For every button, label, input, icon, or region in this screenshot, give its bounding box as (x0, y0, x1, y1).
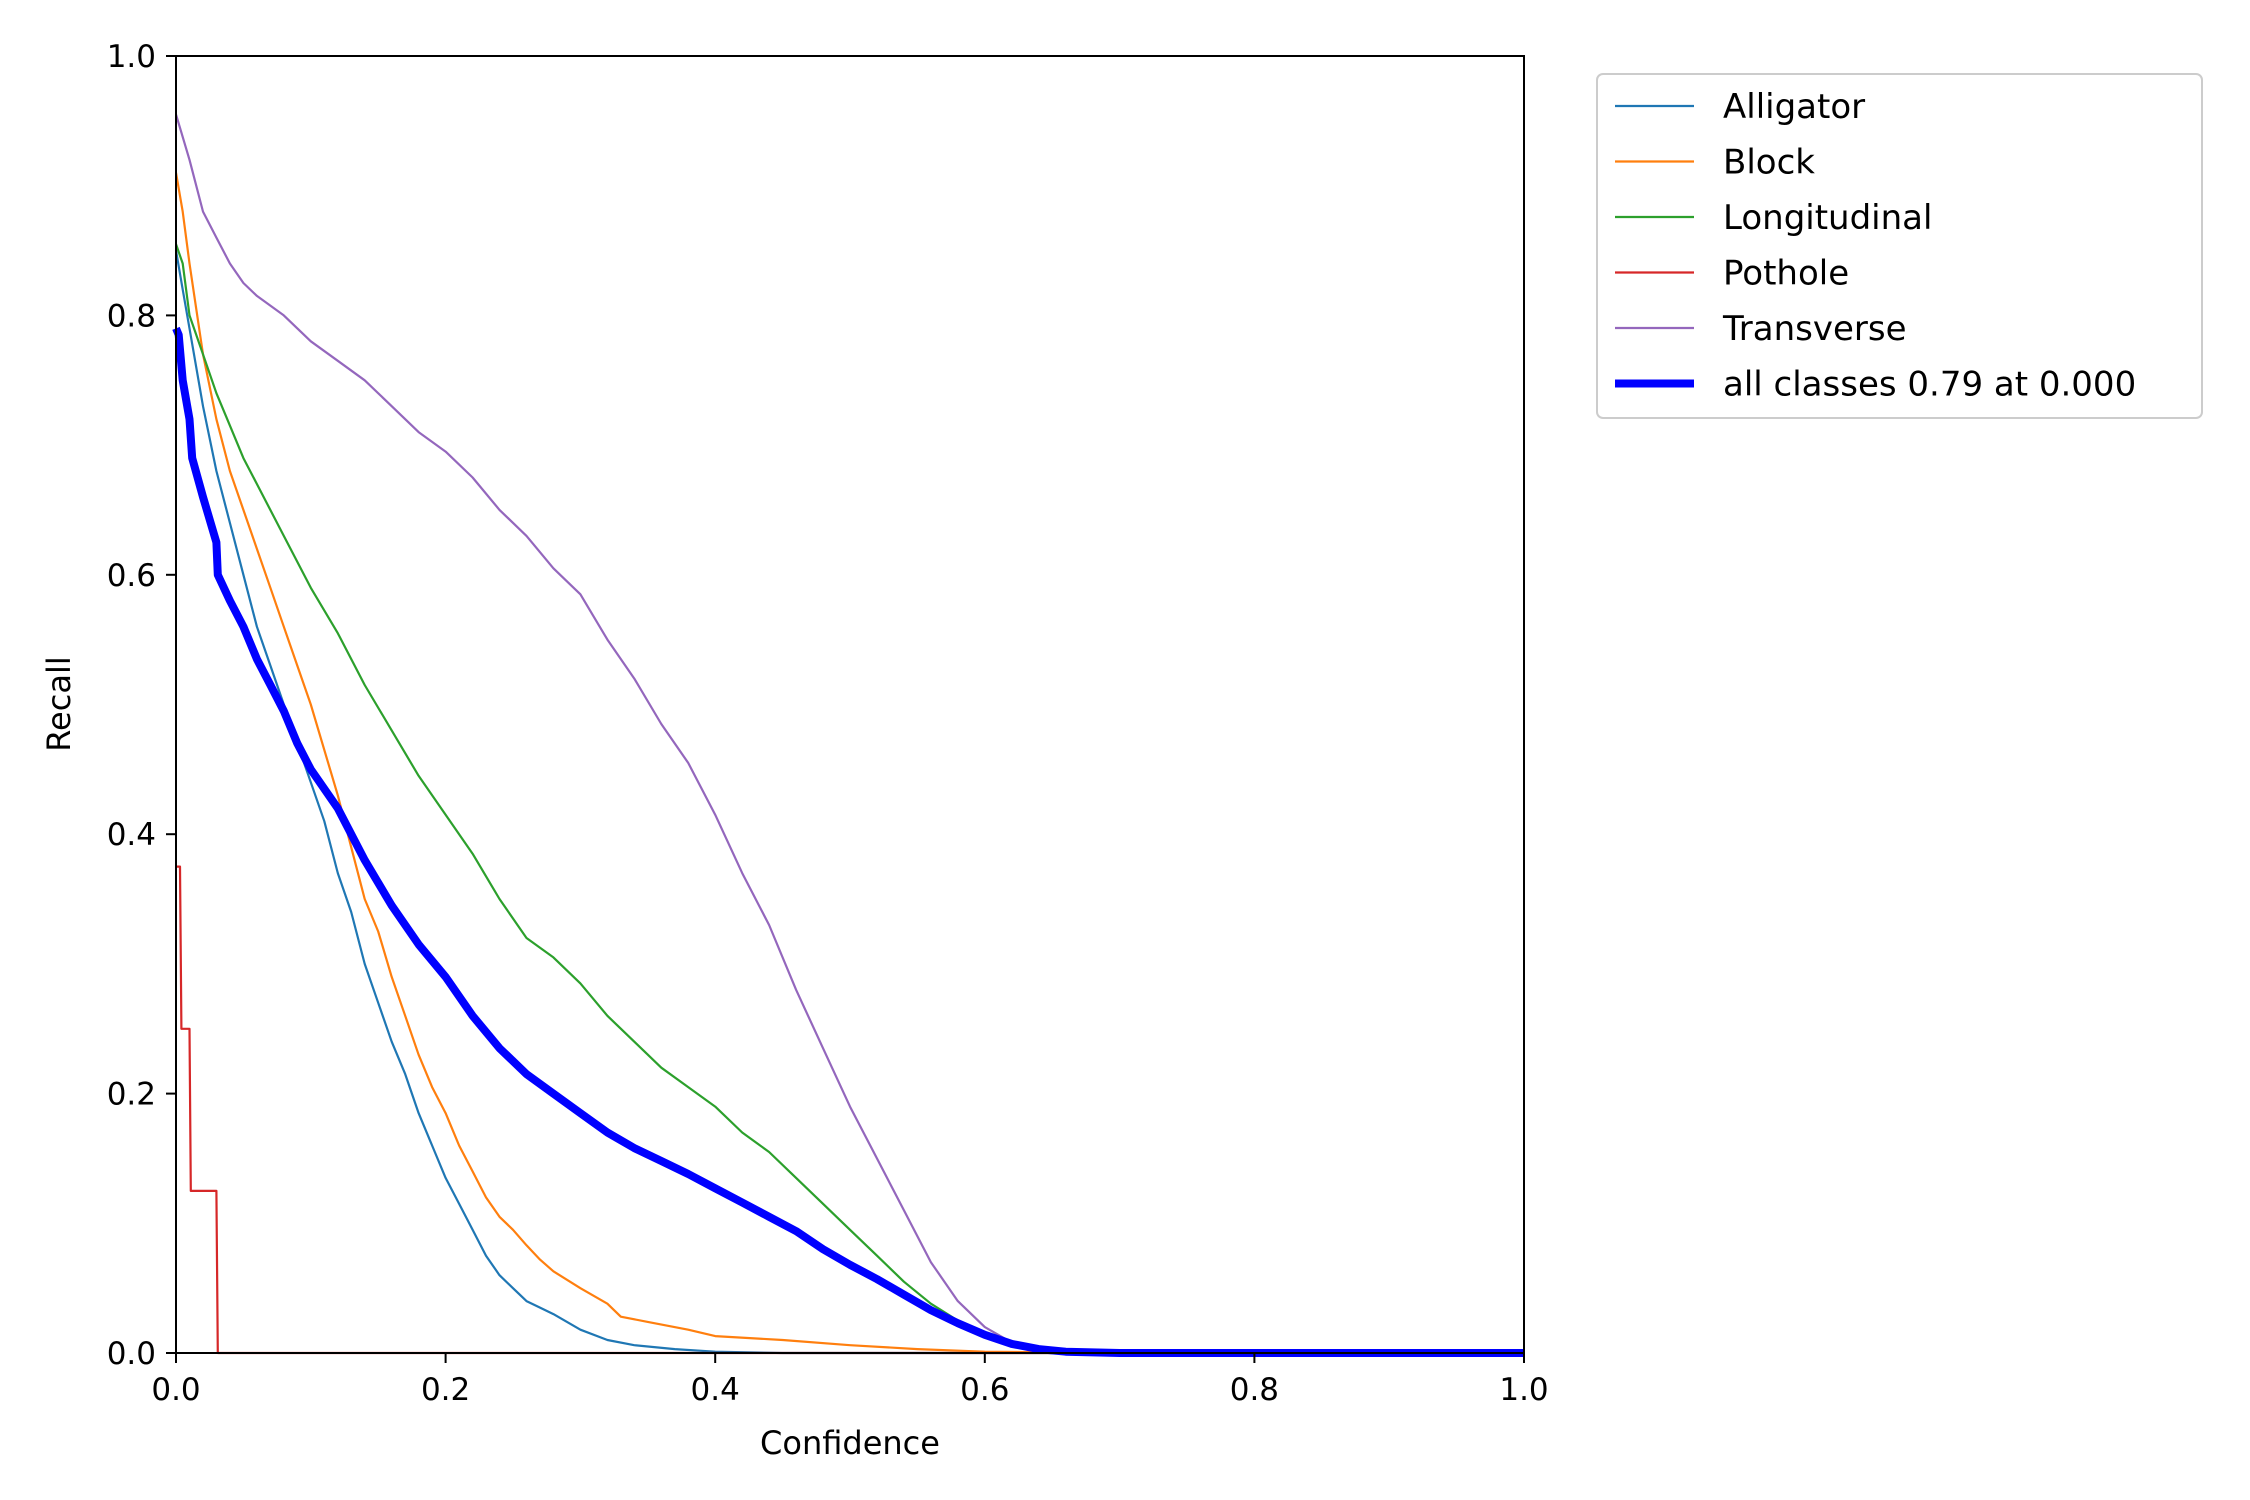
plot-frame (175, 55, 1525, 1354)
x-tick-label: 0.8 (1230, 1372, 1279, 1408)
legend-label-5: all classes 0.79 at 0.000 (1723, 365, 2136, 405)
y-tick-label: 1.0 (107, 39, 156, 75)
legend-label-4: Transverse (1722, 309, 1907, 349)
x-tick-label: 1.0 (1499, 1372, 1548, 1408)
x-tick-label: 0.6 (960, 1372, 1009, 1408)
legend-label-1: Block (1723, 143, 1815, 183)
series-line-3 (176, 865, 1524, 1355)
series-layer (172, 114, 1524, 1357)
y-tick-label: 0.0 (107, 1336, 156, 1372)
legend-label-3: Pothole (1723, 254, 1849, 294)
legend-label-2: Longitudinal (1723, 198, 1932, 238)
x-tick-label: 0.2 (421, 1372, 470, 1408)
ticks-layer: 0.0 0.2 0.4 0.6 0.8 1.0 0.0 0.2 0.4 0.6 0.8 1.0 (107, 39, 1549, 1408)
y-tick-label: 0.6 (107, 558, 156, 594)
y-tick-label: 0.4 (107, 817, 156, 853)
legend-box (1596, 73, 2203, 419)
series-line-0 (174, 250, 1524, 1355)
x-axis-label: Confidence (760, 1424, 940, 1462)
series-line-1 (174, 172, 1524, 1355)
series-line-4 (174, 114, 1524, 1355)
y-tick-label: 0.8 (107, 298, 156, 334)
legend-items: Alligator Block Longitudinal Pothole Transve… (1615, 87, 2136, 405)
y-axis-label: Recall (40, 656, 78, 751)
legend-label-0: Alligator (1723, 87, 1865, 127)
legend: Alligator Block Longitudinal Pothole Transve… (1596, 73, 2203, 419)
y-tick-label: 0.2 (107, 1077, 156, 1113)
x-tick-label: 0.4 (691, 1372, 740, 1408)
series-line-2 (174, 243, 1524, 1355)
series-line-5 (172, 326, 1524, 1357)
plot-area (176, 56, 1524, 1353)
x-tick-label: 0.0 (151, 1372, 200, 1408)
